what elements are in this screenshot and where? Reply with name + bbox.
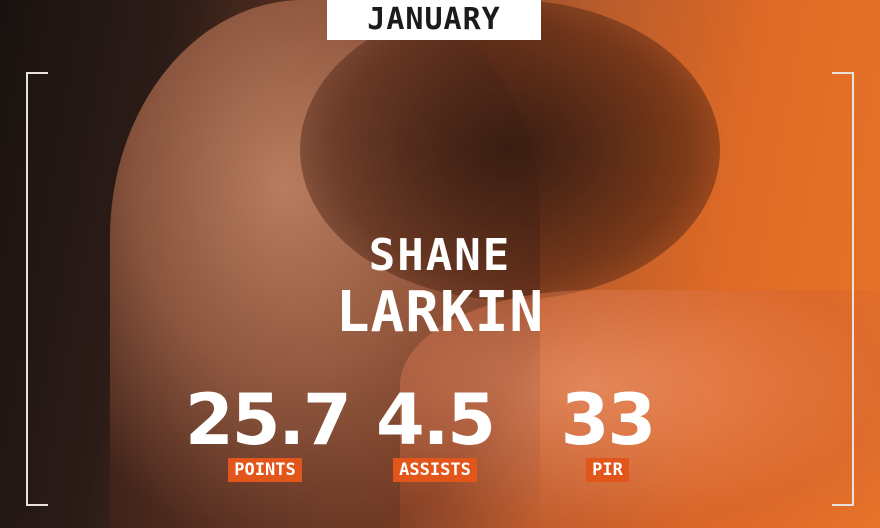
left-frame-bracket	[26, 72, 48, 506]
right-frame-bracket	[832, 72, 854, 506]
player-last-name: LARKIN	[335, 280, 545, 345]
stat-points: 25.7 POINTS	[185, 379, 352, 482]
player-photo-hair	[300, 0, 720, 300]
stat-label: POINTS	[228, 458, 302, 482]
stat-value: 4.5	[375, 379, 496, 461]
stat-label: ASSISTS	[393, 458, 477, 482]
player-jersey	[400, 290, 880, 528]
player-first-name: SHANE	[368, 230, 512, 281]
stat-pir: 33 PIR	[550, 382, 665, 482]
stat-label: PIR	[586, 458, 629, 482]
stat-value: 33	[560, 379, 656, 461]
stat-value: 25.7	[185, 379, 352, 461]
stat-assists: 4.5 ASSISTS	[370, 382, 500, 482]
month-label: JANUARY	[327, 0, 541, 40]
